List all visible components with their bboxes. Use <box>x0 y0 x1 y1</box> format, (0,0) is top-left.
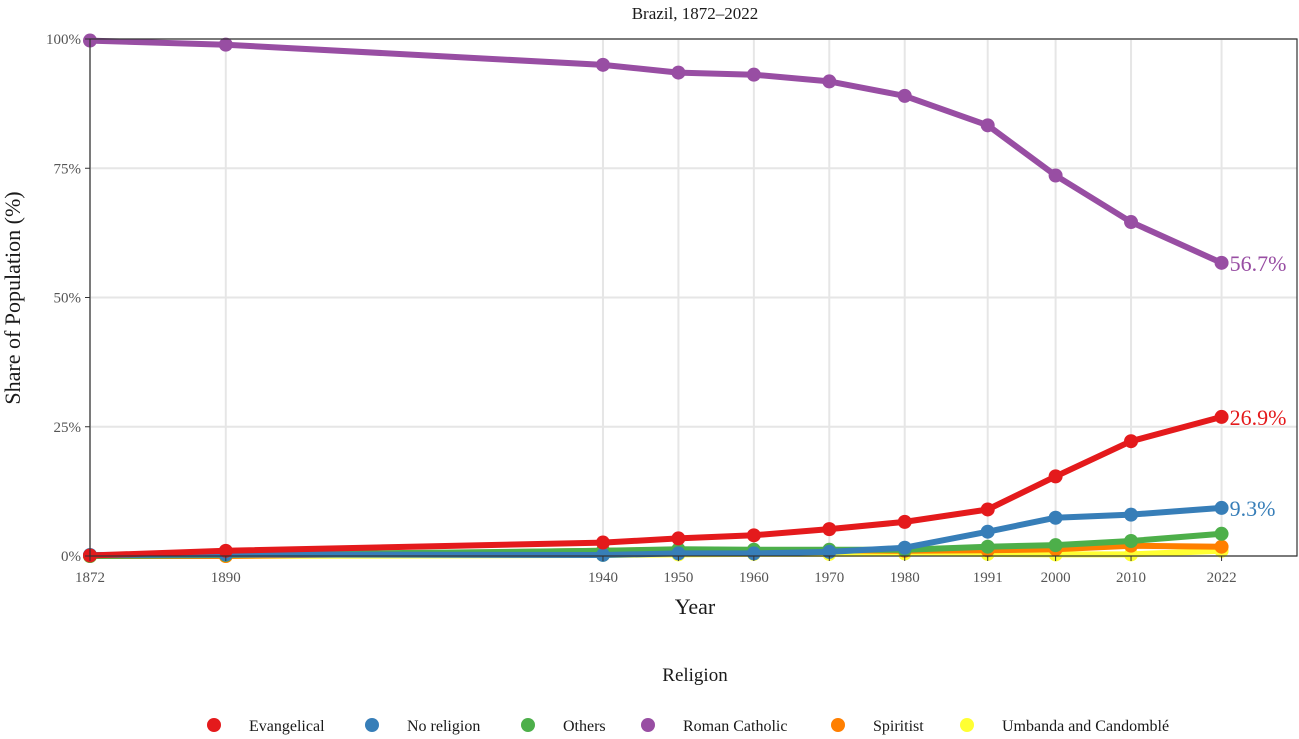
data-point <box>980 502 995 517</box>
data-point <box>671 531 686 546</box>
data-point <box>980 118 995 133</box>
data-point <box>1214 500 1229 515</box>
end-labels: 26.9% 9.3% 56.7% <box>1230 251 1287 521</box>
y-tick-label: 25% <box>54 420 82 436</box>
legend-title: Religion <box>662 665 728 686</box>
data-point <box>218 37 233 52</box>
x-tick-label: 2000 <box>1041 570 1071 586</box>
x-tick-label: 2022 <box>1207 570 1237 586</box>
data-point <box>822 544 837 559</box>
legend-item: Evangelical <box>207 718 325 735</box>
legend-label: Spiritist <box>873 718 924 735</box>
series-line <box>87 413 1225 559</box>
x-tick-label: 1890 <box>211 570 241 586</box>
legend: Evangelical No religion Others Roman Cathol… <box>207 718 1169 735</box>
data-point <box>822 522 837 537</box>
legend-item: Others <box>521 718 606 735</box>
x-tick-label: 1980 <box>890 570 920 586</box>
legend-label: Others <box>563 718 606 735</box>
legend-label: Evangelical <box>249 718 325 735</box>
data-point <box>1124 507 1139 522</box>
end-label: 9.3% <box>1230 496 1276 521</box>
grid <box>89 38 1297 557</box>
x-tick-label: 2010 <box>1116 570 1146 586</box>
data-point <box>595 535 610 550</box>
data-point <box>1214 409 1229 424</box>
y-tick-label: 50% <box>54 291 82 307</box>
data-point <box>218 543 233 558</box>
y-axis-title: Share of Population (%) <box>0 191 25 404</box>
series-layer <box>83 33 1229 563</box>
x-axis-title: Year <box>675 594 716 619</box>
data-point <box>1048 168 1063 183</box>
x-tick-label: 1950 <box>663 570 693 586</box>
legend-key <box>365 718 379 732</box>
x-axis: 1872 1890 1940 1950 1960 1970 1980 1991 2000 2010… <box>75 556 1237 586</box>
data-point <box>1214 539 1229 554</box>
legend-item: No religion <box>365 718 480 735</box>
data-point <box>746 528 761 543</box>
data-point <box>595 57 610 72</box>
data-point <box>822 74 837 89</box>
data-point <box>1214 255 1229 270</box>
x-tick-label: 1872 <box>75 570 105 586</box>
end-label: 56.7% <box>1230 251 1287 276</box>
data-point <box>1048 510 1063 525</box>
legend-key <box>641 718 655 732</box>
data-point <box>746 546 761 561</box>
y-tick-label: 100% <box>46 32 81 48</box>
series-roman-catholic <box>83 33 1229 270</box>
legend-item: Roman Catholic <box>641 718 787 735</box>
data-point <box>897 88 912 103</box>
end-label: 26.9% <box>1230 405 1287 430</box>
legend-label: Umbanda and Candomblé <box>1002 718 1169 735</box>
data-point <box>1124 534 1139 549</box>
data-point <box>671 546 686 561</box>
legend-key <box>960 718 974 732</box>
data-point <box>1124 434 1139 449</box>
legend-key <box>831 718 845 732</box>
y-axis: 0% 25% 50% 75% 100% <box>46 32 90 565</box>
legend-key <box>207 718 221 732</box>
data-point <box>671 65 686 80</box>
data-point <box>980 524 995 539</box>
legend-label: No religion <box>407 718 480 735</box>
data-point <box>897 540 912 555</box>
data-point <box>595 547 610 562</box>
data-point <box>1124 215 1139 230</box>
data-point <box>1214 526 1229 541</box>
legend-item: Umbanda and Candomblé <box>960 718 1169 735</box>
data-point <box>980 539 995 554</box>
x-tick-label: 1991 <box>973 570 1003 586</box>
x-tick-label: 1960 <box>739 570 769 586</box>
data-point <box>746 67 761 82</box>
data-point <box>1048 538 1063 553</box>
y-tick-label: 0% <box>61 549 81 565</box>
data-point <box>1048 469 1063 484</box>
legend-key <box>521 718 535 732</box>
x-tick-label: 1970 <box>814 570 844 586</box>
x-tick-label: 1940 <box>588 570 618 586</box>
series-evangelical <box>83 409 1229 563</box>
series-line <box>87 37 1225 266</box>
data-point <box>897 514 912 529</box>
legend-label: Roman Catholic <box>683 718 787 735</box>
legend-item: Spiritist <box>831 718 924 735</box>
y-tick-label: 75% <box>54 161 82 177</box>
chart-title: Brazil, 1872–2022 <box>632 4 759 23</box>
